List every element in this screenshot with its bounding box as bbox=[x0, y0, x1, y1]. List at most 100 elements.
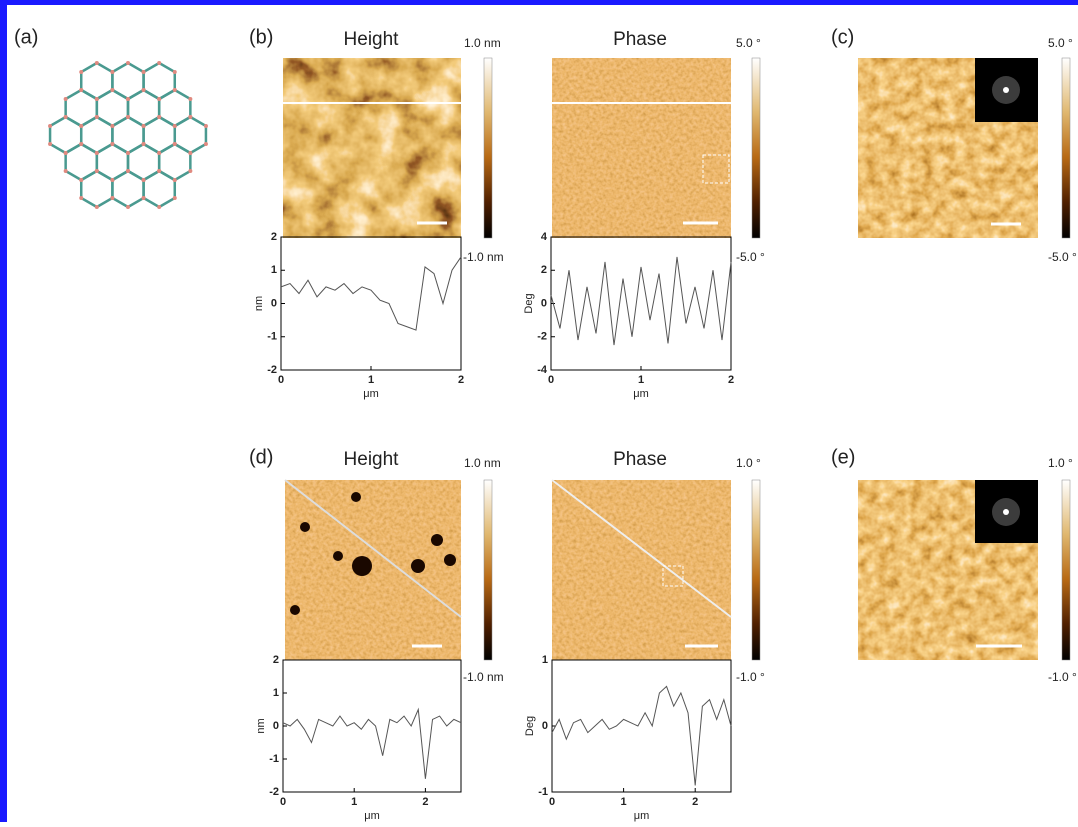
border-left bbox=[0, 0, 7, 822]
plot-frame bbox=[283, 660, 461, 792]
colorbar-label: 5.0 ° bbox=[1048, 36, 1073, 50]
lattice-node bbox=[188, 115, 192, 119]
image-title: Height bbox=[344, 449, 400, 470]
colorbar-label: 5.0 ° bbox=[736, 36, 761, 50]
lattice-node bbox=[204, 142, 208, 146]
x-tick-label: 2 bbox=[458, 374, 464, 386]
y-tick-label: 0 bbox=[271, 297, 277, 309]
panel-label: (b) bbox=[249, 26, 273, 48]
panel-label: (c) bbox=[831, 26, 854, 48]
lattice-node bbox=[157, 115, 161, 119]
y-tick-label: -1 bbox=[269, 753, 279, 765]
lattice-node bbox=[188, 169, 192, 173]
lattice-node bbox=[142, 178, 146, 182]
y-axis-label: Deg bbox=[523, 293, 535, 313]
y-tick-label: 0 bbox=[541, 297, 547, 309]
lattice-node bbox=[142, 142, 146, 146]
lattice-node bbox=[126, 61, 130, 65]
afm-image bbox=[552, 480, 731, 660]
lattice-node bbox=[173, 178, 177, 182]
lattice-node bbox=[157, 169, 161, 173]
colorbar bbox=[1062, 480, 1070, 660]
lattice-node bbox=[204, 124, 208, 128]
lattice-node bbox=[126, 205, 130, 209]
lattice-node bbox=[48, 142, 52, 146]
colorbar-label: 1.0 ° bbox=[1048, 456, 1073, 470]
y-tick-label: 1 bbox=[273, 687, 279, 699]
x-axis-label: μm bbox=[363, 388, 379, 400]
lattice-node bbox=[173, 88, 177, 92]
y-tick-label: 2 bbox=[273, 654, 279, 666]
lattice-node bbox=[157, 151, 161, 155]
y-axis-label: nm bbox=[253, 296, 265, 311]
panel-label: (a) bbox=[14, 26, 38, 48]
colorbar-label: -1.0 nm bbox=[463, 670, 504, 684]
figure: (a) (b) (c) (d) (e) Height Phase Height … bbox=[0, 0, 1078, 822]
x-tick-label: 0 bbox=[549, 796, 555, 808]
honeycomb-lattice bbox=[48, 61, 208, 209]
y-tick-label: -2 bbox=[537, 331, 547, 343]
colorbar bbox=[752, 480, 760, 660]
y-tick-label: 1 bbox=[271, 264, 277, 276]
lattice-node bbox=[157, 97, 161, 101]
lattice-node bbox=[110, 124, 114, 128]
lattice-node bbox=[142, 124, 146, 128]
afm-image bbox=[552, 58, 731, 238]
profile-trace bbox=[552, 686, 731, 785]
profile-trace bbox=[283, 710, 461, 779]
colorbar-label: 1.0 nm bbox=[464, 36, 501, 50]
lattice-node bbox=[126, 97, 130, 101]
y-tick-label: -2 bbox=[269, 786, 279, 798]
lattice-node bbox=[79, 142, 83, 146]
y-axis-label: Deg bbox=[524, 716, 536, 736]
lattice-node bbox=[110, 142, 114, 146]
lattice-node bbox=[95, 97, 99, 101]
lattice-node bbox=[79, 88, 83, 92]
lattice-node bbox=[110, 178, 114, 182]
lattice-node bbox=[188, 97, 192, 101]
x-axis-label: μm bbox=[364, 810, 380, 822]
lattice-node bbox=[79, 178, 83, 182]
afm-image bbox=[285, 480, 461, 660]
lattice-node bbox=[188, 151, 192, 155]
lattice-node bbox=[157, 205, 161, 209]
y-tick-label: 1 bbox=[542, 654, 548, 666]
lattice-node bbox=[110, 88, 114, 92]
afm-image bbox=[283, 58, 461, 238]
fft-center bbox=[1003, 509, 1009, 515]
y-tick-label: 0 bbox=[273, 720, 279, 732]
x-tick-label: 0 bbox=[278, 374, 284, 386]
lattice-node bbox=[95, 169, 99, 173]
lattice-node bbox=[173, 124, 177, 128]
lattice-node bbox=[79, 70, 83, 74]
y-tick-label: -4 bbox=[537, 364, 548, 376]
colorbar-label: -1.0 ° bbox=[1048, 670, 1077, 684]
image-title: Phase bbox=[613, 29, 667, 50]
x-tick-label: 2 bbox=[692, 796, 698, 808]
x-axis-label: μm bbox=[634, 810, 650, 822]
lattice-node bbox=[173, 70, 177, 74]
hexagon bbox=[175, 117, 206, 153]
x-tick-label: 0 bbox=[280, 796, 286, 808]
y-tick-label: -2 bbox=[267, 364, 277, 376]
plot-frame bbox=[281, 237, 461, 370]
colorbar-label: 1.0 nm bbox=[464, 456, 501, 470]
colorbar bbox=[484, 58, 492, 238]
profile-trace bbox=[551, 257, 731, 345]
image-title: Height bbox=[344, 29, 400, 50]
panel-label: (e) bbox=[831, 446, 855, 468]
lattice-node bbox=[64, 169, 68, 173]
x-tick-label: 2 bbox=[422, 796, 428, 808]
border-top bbox=[0, 0, 1078, 5]
colorbar-label: -5.0 ° bbox=[1048, 250, 1077, 264]
lattice-node bbox=[64, 115, 68, 119]
y-tick-label: 2 bbox=[271, 231, 277, 243]
profile-trace bbox=[281, 257, 461, 330]
lattice-node bbox=[110, 196, 114, 200]
colorbar-label: -5.0 ° bbox=[736, 250, 765, 264]
colorbar-label: 1.0 ° bbox=[736, 456, 761, 470]
plot-frame bbox=[552, 660, 731, 792]
x-tick-label: 1 bbox=[368, 374, 374, 386]
x-tick-label: 0 bbox=[548, 374, 554, 386]
y-tick-label: -1 bbox=[267, 331, 277, 343]
